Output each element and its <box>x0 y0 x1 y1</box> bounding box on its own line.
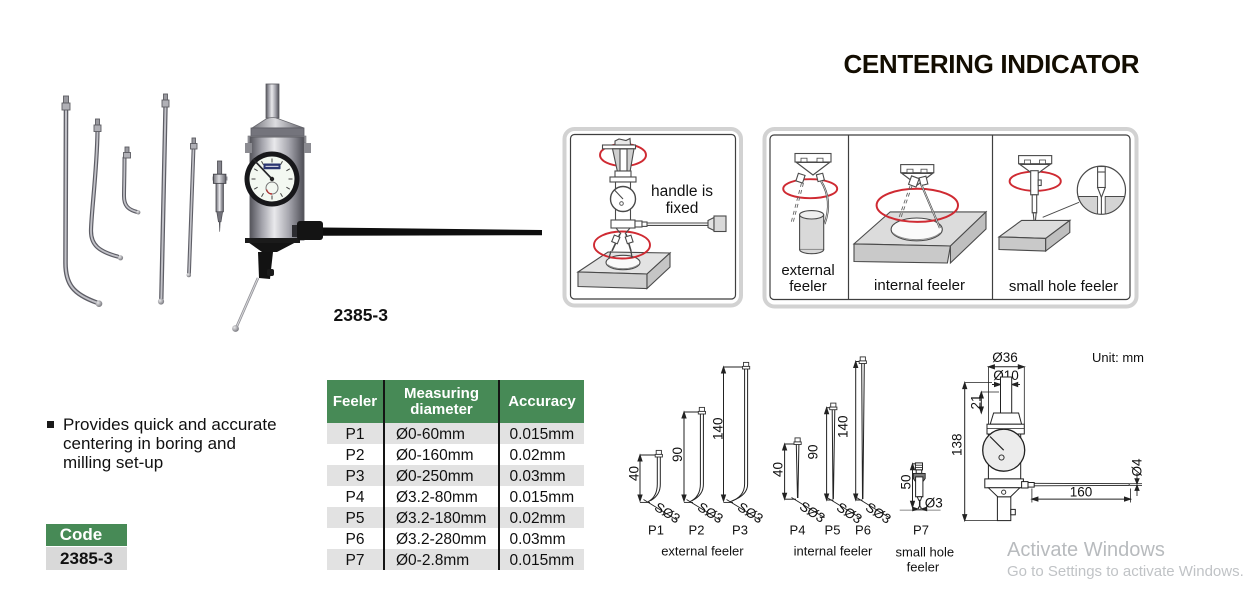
svg-text:handle is: handle is <box>651 183 713 200</box>
svg-text:160: 160 <box>1070 485 1093 500</box>
svg-text:50: 50 <box>899 474 914 489</box>
svg-text:Ø3: Ø3 <box>925 496 943 511</box>
svg-text:feeler: feeler <box>907 560 940 575</box>
svg-text:90: 90 <box>670 447 685 462</box>
svg-text:feeler: feeler <box>789 278 827 295</box>
svg-text:P6: P6 <box>855 523 871 538</box>
svg-text:fixed: fixed <box>666 200 699 217</box>
svg-text:40: 40 <box>771 462 786 477</box>
svg-text:P5: P5 <box>825 523 841 538</box>
svg-text:internal feeler: internal feeler <box>874 277 965 294</box>
svg-text:Ø36: Ø36 <box>992 350 1018 365</box>
svg-text:90: 90 <box>806 444 821 459</box>
svg-text:P4: P4 <box>790 523 806 538</box>
svg-text:138: 138 <box>950 433 965 456</box>
svg-text:small hole feeler: small hole feeler <box>1009 278 1118 295</box>
svg-text:40: 40 <box>627 466 642 481</box>
svg-text:P2: P2 <box>689 523 705 538</box>
svg-text:21: 21 <box>969 394 984 409</box>
svg-text:P1: P1 <box>648 523 664 538</box>
svg-text:internal feeler: internal feeler <box>794 544 873 559</box>
svg-text:140: 140 <box>836 415 851 438</box>
svg-text:P3: P3 <box>732 523 748 538</box>
svg-text:Ø4: Ø4 <box>1130 458 1145 477</box>
svg-text:Ø10: Ø10 <box>993 368 1019 383</box>
svg-text:P7: P7 <box>913 523 929 538</box>
svg-text:external feeler: external feeler <box>661 544 744 559</box>
svg-text:140: 140 <box>711 417 726 440</box>
svg-text:small hole: small hole <box>896 545 955 560</box>
svg-text:external: external <box>781 262 834 279</box>
